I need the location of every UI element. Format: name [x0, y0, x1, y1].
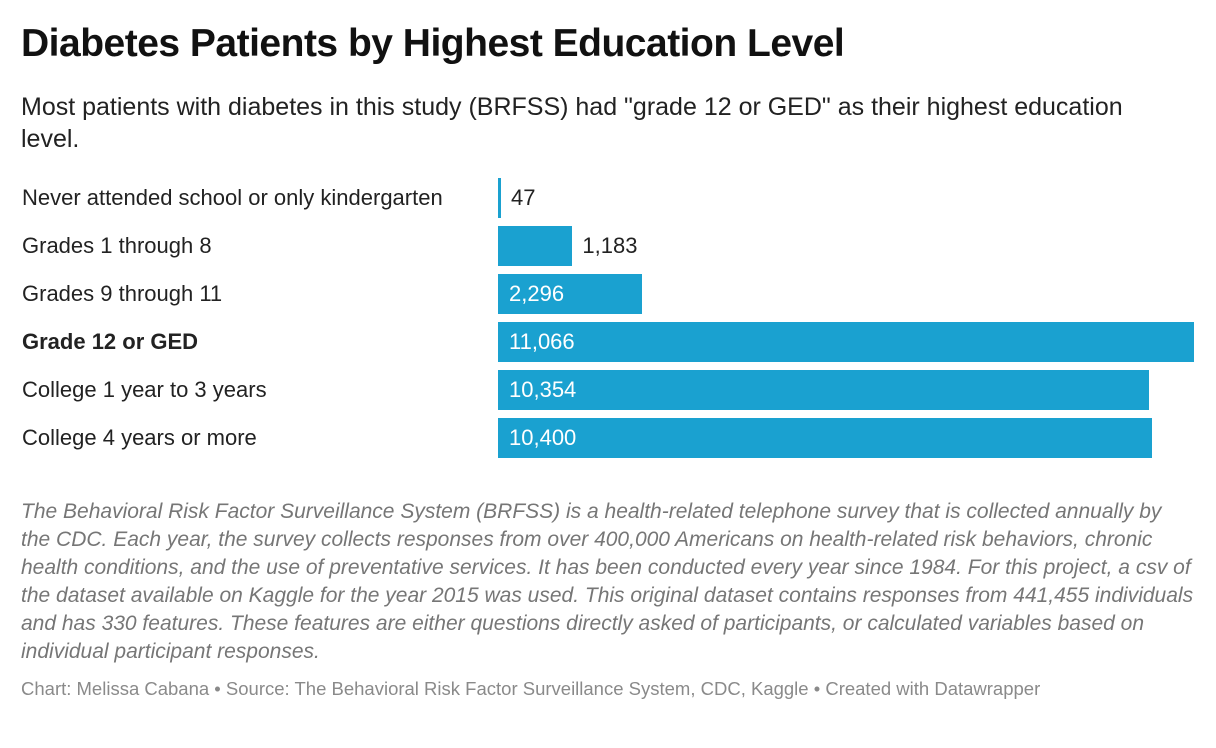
- bar: [498, 418, 1153, 458]
- value-label: 47: [511, 185, 536, 210]
- category-label: College 4 years or more: [22, 425, 257, 450]
- bar: [498, 322, 1194, 362]
- category-label: College 1 year to 3 years: [22, 377, 267, 402]
- bar: [498, 370, 1150, 410]
- value-label: 2,296: [509, 281, 565, 306]
- chart-notes: The Behavioral Risk Factor Surveillance …: [21, 500, 1194, 663]
- value-label: 11,066: [509, 329, 575, 354]
- chart-title: Diabetes Patients by Highest Education L…: [21, 22, 845, 65]
- category-label: Grade 12 or GED: [22, 329, 199, 354]
- chart-footer: Chart: Melissa Cabana • Source: The Beha…: [21, 678, 1041, 699]
- bar: [498, 274, 643, 314]
- bar: [498, 178, 501, 218]
- category-label: Never attended school or only kindergart…: [22, 185, 443, 210]
- bar-chart: Never attended school or only kindergart…: [0, 170, 1216, 470]
- value-label: 10,400: [509, 425, 577, 450]
- category-label: Grades 1 through 8: [22, 233, 212, 258]
- value-label: 10,354: [509, 377, 577, 402]
- bar: [498, 226, 573, 266]
- chart-subtitle: Most patients with diabetes in this stud…: [21, 93, 1123, 153]
- value-label: 1,183: [582, 233, 638, 258]
- category-label: Grades 9 through 11: [22, 281, 223, 306]
